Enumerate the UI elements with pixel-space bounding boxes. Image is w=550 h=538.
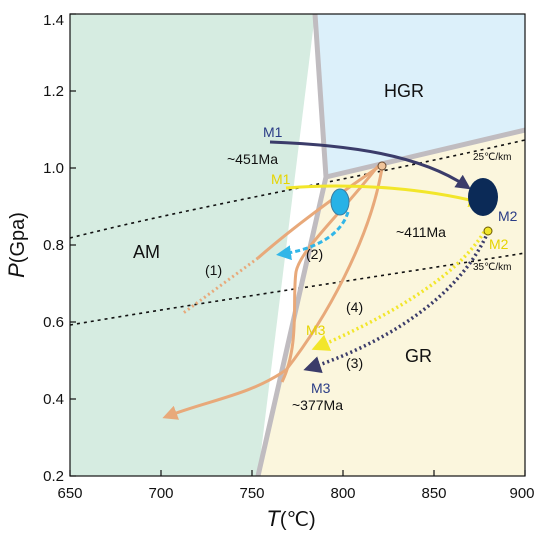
geotherm-25-label: 25℃/km — [473, 152, 511, 163]
m1-dark-label: M1 — [263, 124, 283, 140]
x-tick-label: 650 — [57, 485, 82, 502]
y-tick-label: 1.0 — [43, 160, 64, 177]
y-axis-symbol: P — [4, 263, 29, 278]
y-tick-label: 0.6 — [43, 314, 64, 331]
m2-yellow-label: M2 — [489, 236, 509, 252]
m1-yellow-label: M1 — [271, 171, 291, 187]
geotherm-35-label: 35℃/km — [473, 262, 511, 273]
field-label-gr: GR — [405, 346, 432, 366]
x-tick-label: 800 — [330, 485, 355, 502]
m1-age-label: ~451Ma — [227, 151, 278, 167]
m2-age-label: ~411Ma — [396, 224, 446, 240]
orange-path-1 — [257, 164, 381, 260]
dark-path-m1-m2 — [269, 140, 471, 190]
y-axis-unit: (Gpa) — [7, 212, 29, 263]
field-am — [70, 14, 315, 476]
m3-yellow-label: M3 — [306, 322, 326, 338]
y-tick-label: 1.4 — [43, 12, 64, 29]
y-axis-ticks — [70, 13, 76, 477]
m3-age-label: ~377Ma — [292, 397, 343, 413]
path-label-2: (2) — [306, 246, 323, 262]
yellow-path-4-dotted — [311, 231, 486, 351]
dark-path-3-dotted — [303, 231, 490, 374]
x-tick-label: 750 — [239, 485, 264, 502]
path-label-4: (4) — [346, 299, 363, 315]
orange-path-1-dotted — [181, 256, 259, 316]
x-axis-ticks — [69, 470, 526, 476]
field-hgr — [315, 14, 525, 177]
x-tick-label: 850 — [421, 485, 446, 502]
field-label-hgr: HGR — [384, 81, 424, 101]
field-label-am: AM — [133, 242, 160, 262]
m3-dark-label: M3 — [311, 380, 331, 396]
x-axis-symbol: T — [266, 506, 281, 531]
path-label-3: (3) — [346, 355, 363, 371]
x-axis-unit: (℃) — [280, 509, 316, 531]
x-tick-label: 900 — [509, 485, 534, 502]
field-gr — [258, 130, 525, 476]
x-axis-title: T(℃) — [266, 506, 315, 531]
peak-marker — [377, 161, 387, 171]
y-tick-label: 0.4 — [43, 391, 64, 408]
geotherm-25-line — [70, 139, 525, 239]
field-boundary-hgr-gr — [325, 127, 525, 180]
yellow-path-m1-m2 — [285, 184, 484, 208]
x-tick-label: 700 — [148, 485, 173, 502]
orange-path-3 — [162, 167, 384, 420]
y-tick-label: 0.8 — [43, 237, 64, 254]
m2-yellow-marker — [483, 226, 493, 236]
y-tick-label: 0.2 — [43, 468, 64, 485]
y-tick-label: 1.2 — [43, 83, 64, 100]
path-label-1: (1) — [205, 262, 222, 278]
y-axis-title: P(Gpa) — [4, 212, 29, 278]
dark-blob-m2 — [468, 178, 498, 216]
cyan-path-2 — [276, 211, 350, 261]
m2-dark-label: M2 — [498, 208, 518, 224]
cyan-blob-m1 — [330, 188, 350, 216]
